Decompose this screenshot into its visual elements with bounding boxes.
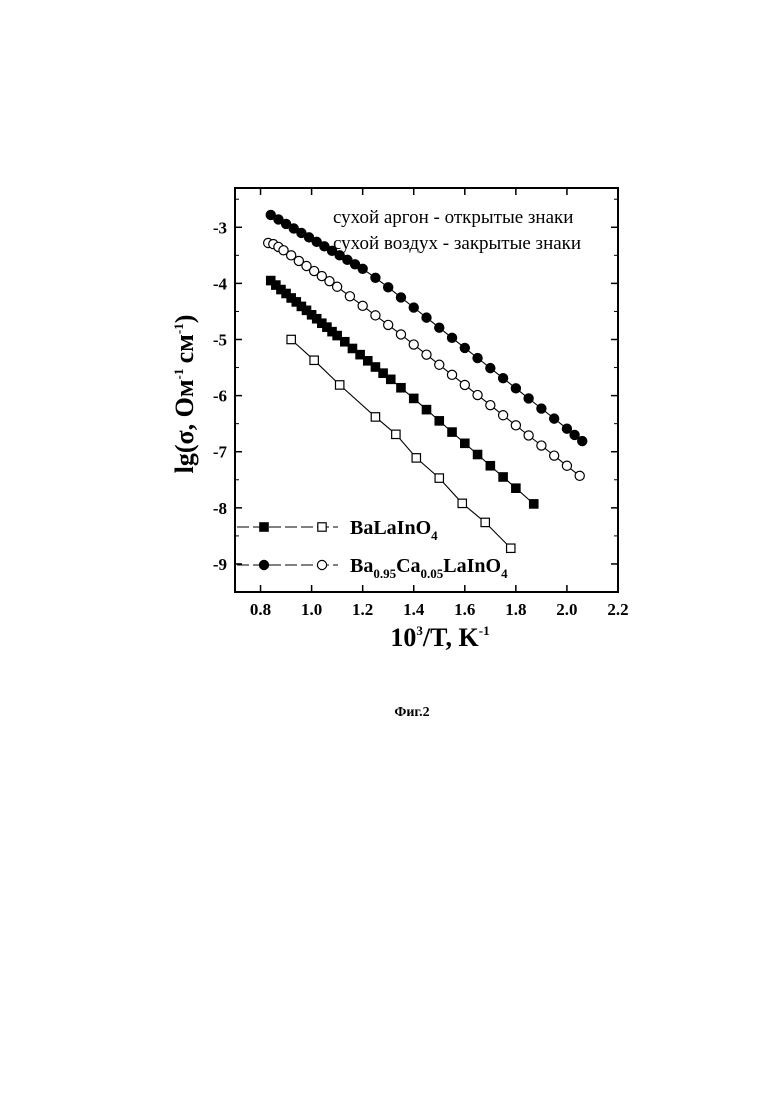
data-point	[550, 451, 559, 460]
data-point	[435, 474, 443, 482]
data-point	[511, 421, 520, 430]
annotation-argon: сухой аргон - открытые знаки	[333, 207, 573, 228]
data-point	[460, 380, 469, 389]
data-point	[486, 401, 495, 410]
data-point	[397, 384, 405, 392]
data-point	[371, 311, 380, 320]
data-point	[473, 390, 482, 399]
y-tick-label: -8	[213, 499, 227, 518]
data-point	[345, 292, 354, 301]
data-point	[460, 343, 469, 352]
y-tick-label: -7	[213, 443, 228, 462]
data-point	[499, 473, 507, 481]
data-point	[570, 430, 579, 439]
data-point	[524, 394, 533, 403]
data-point	[384, 283, 393, 292]
data-point	[562, 461, 571, 470]
data-point	[524, 431, 533, 440]
data-point	[575, 471, 584, 480]
x-tick-label: 1.4	[403, 600, 425, 619]
x-tick-label: 0.8	[250, 600, 271, 619]
data-point	[447, 333, 456, 342]
y-tick-label: -9	[213, 555, 227, 574]
data-point	[371, 413, 379, 421]
data-point	[512, 484, 520, 492]
data-point	[358, 264, 367, 273]
data-point	[335, 381, 343, 389]
data-point	[530, 500, 538, 508]
y-tick-label: -4	[213, 274, 228, 293]
series-layer	[264, 210, 587, 552]
data-point	[499, 374, 508, 383]
data-point	[486, 364, 495, 373]
data-point	[448, 428, 456, 436]
legend-label: BaLaInO4	[350, 517, 438, 543]
data-point	[473, 353, 482, 362]
x-tick-label: 1.0	[301, 600, 322, 619]
data-point	[435, 417, 443, 425]
y-axis-title: lg(σ, Ом-1 см-1)	[170, 315, 199, 474]
x-tick-label: 1.2	[352, 600, 373, 619]
data-point	[310, 356, 318, 364]
data-point	[396, 330, 405, 339]
data-point	[422, 313, 431, 322]
series-square-filled	[267, 276, 538, 508]
legend-marker-open	[318, 523, 326, 531]
data-point	[392, 430, 400, 438]
data-point	[412, 454, 420, 462]
data-point	[578, 436, 587, 445]
data-point	[486, 462, 494, 470]
data-point	[396, 293, 405, 302]
y-tick-label: -5	[213, 331, 227, 350]
annotation-block: сухой аргон - открытые знаки сухой возду…	[333, 207, 581, 254]
data-point	[499, 411, 508, 420]
data-point	[435, 323, 444, 332]
data-point	[287, 335, 295, 343]
data-point	[387, 375, 395, 383]
legend-label: Ba0.95Ca0.05LaInO4	[350, 555, 508, 581]
data-point	[473, 450, 481, 458]
legend: BaLaInO4 Ba0.95Ca0.05LaInO4	[237, 517, 508, 581]
y-tick-label: -6	[213, 387, 227, 406]
data-point	[447, 370, 456, 379]
legend-marker-filled	[259, 560, 268, 569]
data-point	[562, 424, 571, 433]
data-point	[461, 439, 469, 447]
legend-marker-filled	[260, 523, 268, 531]
data-point	[435, 360, 444, 369]
figure-caption: Фиг.2	[394, 705, 429, 720]
x-tick-label: 1.6	[454, 600, 475, 619]
x-tick-label: 2.2	[607, 600, 628, 619]
data-point	[537, 404, 546, 413]
data-point	[409, 340, 418, 349]
data-point	[333, 282, 342, 291]
data-point	[409, 303, 418, 312]
data-point	[481, 518, 489, 526]
data-point	[422, 350, 431, 359]
data-point	[511, 384, 520, 393]
data-point	[458, 499, 466, 507]
data-point	[384, 320, 393, 329]
data-point	[537, 441, 546, 450]
legend-marker-open	[317, 560, 326, 569]
y-tick-label: -3	[213, 218, 227, 237]
x-tick-label: 1.8	[505, 600, 526, 619]
legend-item: BaLaInO4	[237, 517, 438, 543]
data-point	[371, 273, 380, 282]
data-point	[410, 394, 418, 402]
data-point	[358, 301, 367, 310]
x-tick-label: 2.0	[556, 600, 577, 619]
data-point	[550, 414, 559, 423]
x-axis-title: 103/T, K-1	[390, 623, 489, 652]
annotation-air: сухой воздух - закрытые знаки	[333, 233, 581, 254]
data-point	[422, 405, 430, 413]
legend-item: Ba0.95Ca0.05LaInO4	[237, 555, 508, 581]
data-point	[507, 544, 515, 552]
